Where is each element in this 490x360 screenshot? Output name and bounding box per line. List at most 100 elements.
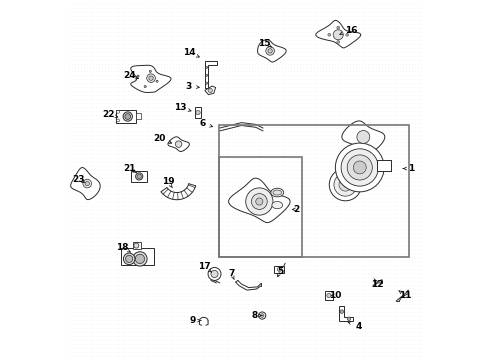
Point — [396, 88, 404, 94]
Point — [107, 199, 115, 204]
Point — [378, 313, 386, 319]
Point — [281, 41, 289, 47]
Point — [314, 152, 321, 157]
Point — [145, 29, 153, 35]
Point — [343, 325, 351, 331]
Point — [369, 266, 377, 272]
Point — [130, 136, 138, 141]
Point — [71, 57, 79, 62]
Point — [163, 53, 171, 58]
Point — [346, 278, 354, 284]
Point — [198, 171, 206, 177]
Point — [263, 84, 271, 90]
Point — [130, 116, 138, 122]
Point — [237, 207, 245, 212]
Point — [95, 29, 103, 35]
Point — [80, 136, 88, 141]
Point — [174, 88, 182, 94]
Point — [396, 5, 404, 11]
Point — [293, 230, 300, 236]
Point — [234, 325, 242, 331]
Point — [234, 41, 242, 47]
Point — [302, 5, 310, 11]
Point — [163, 108, 171, 114]
Point — [228, 156, 236, 161]
Point — [225, 124, 233, 130]
Point — [248, 333, 256, 339]
Point — [337, 282, 345, 288]
Point — [358, 167, 366, 173]
Point — [142, 159, 150, 165]
Point — [367, 116, 374, 122]
Point — [393, 305, 401, 311]
Point — [225, 270, 233, 276]
Point — [405, 286, 413, 292]
Point — [74, 96, 82, 102]
Point — [160, 333, 168, 339]
Point — [402, 21, 410, 27]
Point — [245, 234, 253, 240]
Point — [257, 337, 265, 343]
Point — [248, 195, 256, 201]
Point — [375, 254, 383, 260]
Point — [355, 246, 363, 252]
Point — [77, 25, 85, 31]
Point — [148, 349, 156, 355]
Point — [86, 250, 94, 256]
Point — [290, 266, 297, 272]
Point — [222, 219, 230, 224]
Point — [361, 183, 368, 189]
Point — [325, 258, 333, 264]
Point — [311, 104, 319, 110]
Point — [384, 49, 392, 55]
Point — [275, 274, 283, 280]
Point — [127, 21, 135, 27]
Point — [346, 313, 354, 319]
Point — [408, 325, 416, 331]
Point — [119, 187, 126, 193]
Point — [248, 246, 256, 252]
Point — [337, 179, 345, 185]
Point — [89, 183, 97, 189]
Point — [113, 309, 121, 315]
Point — [157, 92, 165, 98]
Point — [393, 341, 401, 347]
Point — [299, 124, 307, 130]
Point — [358, 116, 366, 122]
Point — [177, 53, 185, 58]
Point — [290, 1, 297, 7]
Point — [417, 207, 425, 212]
Point — [101, 140, 109, 145]
Point — [381, 179, 389, 185]
Point — [207, 290, 215, 296]
Point — [107, 187, 115, 193]
Point — [364, 128, 371, 134]
Point — [296, 41, 304, 47]
Point — [98, 156, 106, 161]
Point — [375, 45, 383, 51]
Point — [367, 250, 374, 256]
Point — [68, 341, 76, 347]
Point — [136, 57, 144, 62]
Point — [124, 76, 132, 82]
Point — [375, 152, 383, 157]
Point — [302, 329, 310, 335]
Point — [248, 242, 256, 248]
Point — [337, 163, 345, 169]
Point — [408, 5, 416, 11]
Point — [74, 171, 82, 177]
Point — [367, 183, 374, 189]
Point — [196, 136, 203, 141]
Point — [163, 258, 171, 264]
Point — [325, 148, 333, 153]
Point — [243, 309, 250, 315]
Point — [145, 305, 153, 311]
Point — [314, 1, 321, 7]
Point — [305, 195, 313, 201]
Point — [284, 13, 292, 19]
Point — [293, 29, 300, 35]
Point — [196, 68, 203, 74]
Point — [284, 309, 292, 315]
Point — [172, 148, 179, 153]
Point — [240, 274, 247, 280]
